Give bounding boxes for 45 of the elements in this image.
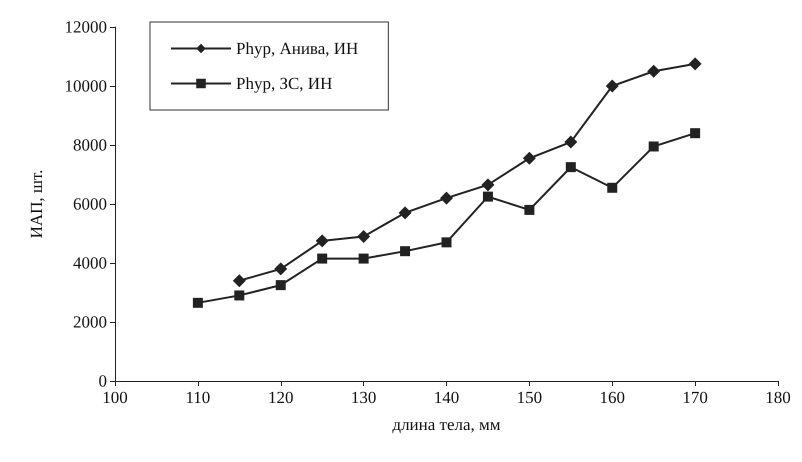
- point: [192, 298, 203, 308]
- y-tick-label: 2000: [73, 312, 107, 332]
- point: [442, 237, 452, 248]
- point: [234, 290, 244, 300]
- x-axis-title: длина тела, мм: [392, 415, 501, 434]
- point: [688, 57, 702, 70]
- x-tick-label: 150: [516, 388, 542, 407]
- point: [440, 192, 453, 205]
- y-tick-label: 12000: [64, 18, 107, 36]
- y-tick-label: 10000: [64, 76, 107, 96]
- point: [276, 280, 286, 290]
- point: [481, 178, 494, 192]
- point: [607, 182, 618, 193]
- legend-label: Phyp, ЗС, ИН: [236, 74, 332, 93]
- x-tick-label: 170: [682, 388, 708, 407]
- y-tick-label: 0: [98, 372, 107, 390]
- y-tick-label: 6000: [73, 194, 107, 214]
- point: [606, 80, 619, 92]
- point: [400, 246, 410, 256]
- y-axis-title: ИАП, шт.: [27, 170, 46, 238]
- point: [398, 206, 412, 220]
- point: [316, 234, 329, 248]
- y-tick-label: 4000: [73, 254, 107, 272]
- point: [690, 128, 700, 138]
- point: [232, 274, 246, 288]
- point: [482, 192, 493, 202]
- x-tick-label: 110: [185, 388, 210, 407]
- point: [274, 262, 288, 276]
- x-tick-label: 130: [350, 388, 376, 407]
- point: [317, 254, 328, 264]
- point: [566, 162, 576, 172]
- point: [648, 141, 659, 152]
- legend-label: Phyp, Анива, ИН: [236, 39, 358, 58]
- point: [647, 64, 660, 78]
- point: [564, 136, 578, 149]
- x-tick-label: 100: [102, 388, 128, 407]
- x-tick-label: 180: [765, 388, 791, 407]
- x-tick-label: 120: [268, 388, 294, 407]
- point: [522, 152, 536, 165]
- point: [358, 254, 369, 264]
- y-tick-label: 8000: [73, 136, 107, 154]
- x-tick-label: 160: [600, 388, 625, 407]
- point: [524, 204, 534, 215]
- point: [357, 230, 370, 243]
- x-tick-label: 140: [434, 388, 460, 407]
